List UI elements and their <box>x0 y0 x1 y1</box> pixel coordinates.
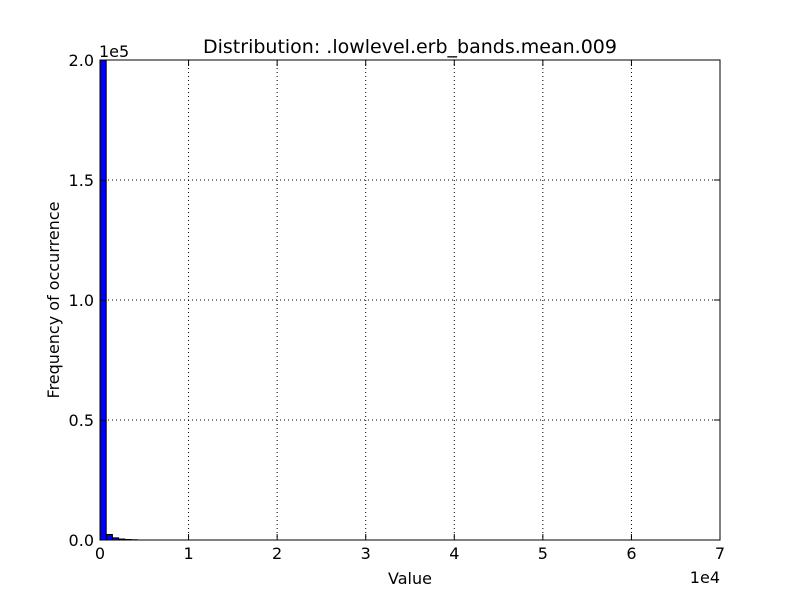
chart-title: Distribution: .lowlevel.erb_bands.mean.0… <box>203 36 617 58</box>
x-tick-label: 0 <box>95 544 105 563</box>
x-tick-label: 2 <box>272 544 282 563</box>
x-axis-label: Value <box>388 569 432 588</box>
y-tick-label: 0.0 <box>69 531 94 550</box>
x-tick-label: 5 <box>538 544 548 563</box>
x-tick-label: 3 <box>361 544 371 563</box>
y-tick-label: 0.5 <box>69 411 94 430</box>
y-tick-label: 1.0 <box>69 291 94 310</box>
x-tick-label: 6 <box>626 544 636 563</box>
grid <box>100 60 720 540</box>
histogram-bar <box>105 533 113 541</box>
x-offset-label: 1e4 <box>690 568 720 587</box>
y-tick-label: 1.5 <box>69 171 94 190</box>
ticks: 0 1 2 3 4 5 6 7 0.0 0.5 1.0 1.5 2.0 <box>69 51 726 563</box>
x-tick-label: 7 <box>715 544 725 563</box>
y-axis-label: Frequency of occurrence <box>44 202 63 399</box>
x-tick-label: 1 <box>183 544 193 563</box>
x-tick-label: 4 <box>449 544 459 563</box>
y-offset-label: 1e5 <box>99 42 129 61</box>
y-tick-label: 2.0 <box>69 51 94 70</box>
